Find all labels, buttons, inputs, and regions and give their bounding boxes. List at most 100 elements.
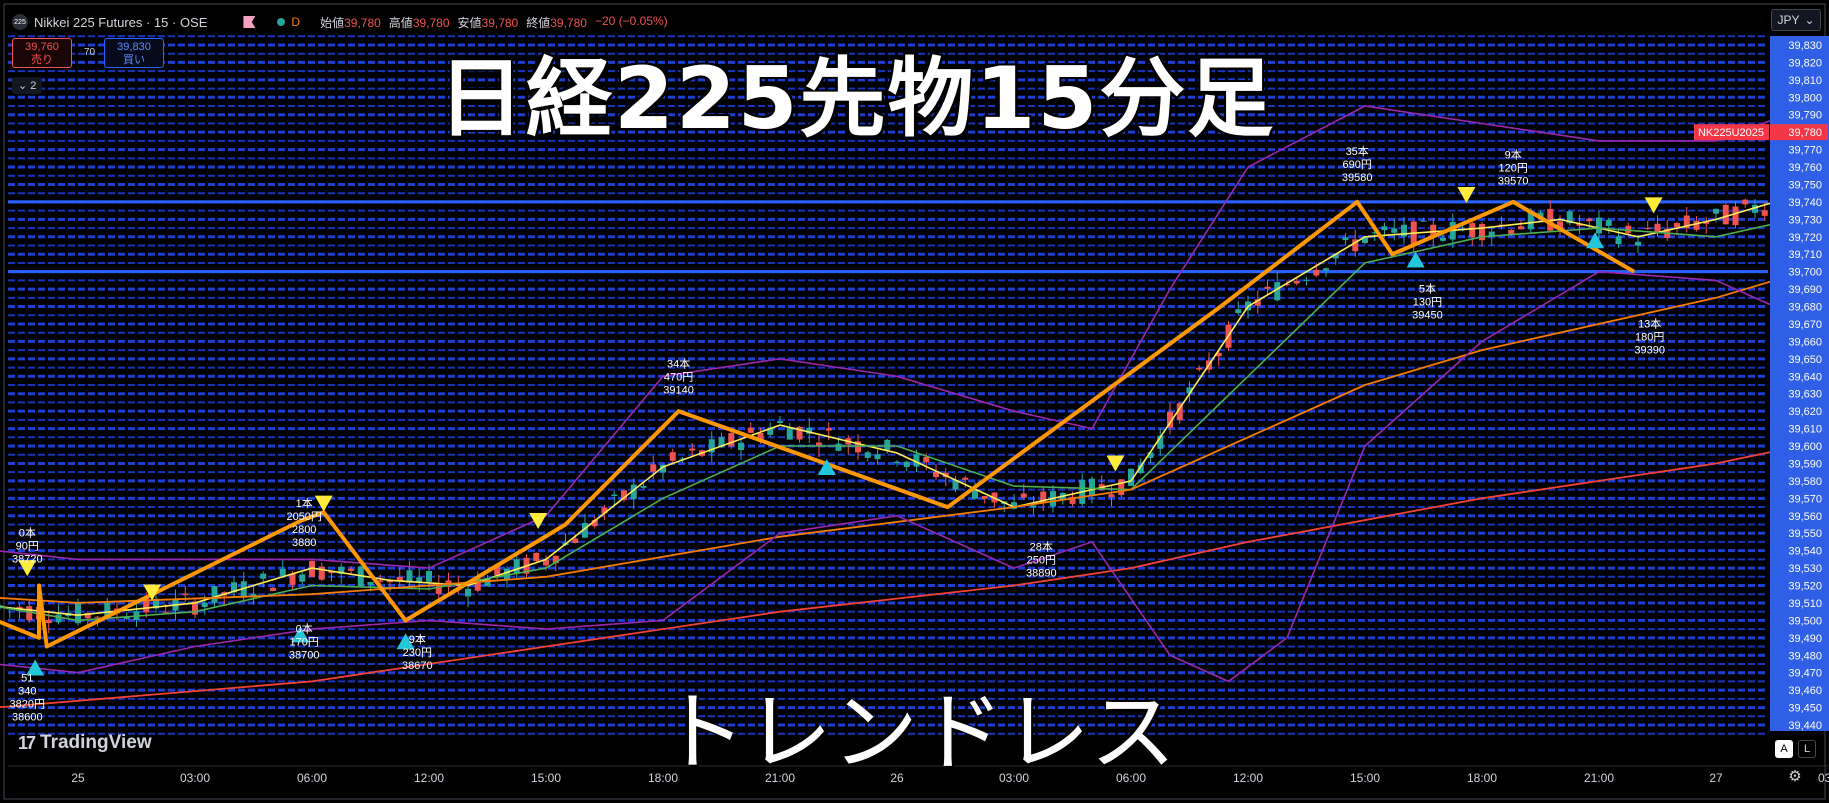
zigzag-annotation: 13本 [1638,316,1661,330]
candle-body [1108,494,1115,498]
signal-down-icon [143,584,162,601]
candle-body [211,585,218,603]
price-tick-label: 39,470 [1788,668,1822,680]
series-line-bb [0,97,1829,569]
time-tick-label: 12:00 [1233,771,1263,785]
signal-down-icon [314,495,333,512]
zigzag-annotation: 0本 [19,526,36,540]
candle-body [270,587,276,591]
price-tick-label: 39,760 [1788,162,1822,174]
candle-body [591,519,598,527]
candle-body [1313,269,1320,276]
price-tick-label: 39,810 [1788,75,1822,87]
log-scale-button[interactable]: L [1798,740,1816,758]
sell-button[interactable]: 39,760 売り [12,38,72,68]
candle-body [1381,226,1388,231]
price-tick-label: 39,830 [1788,40,1822,52]
layers-toggle[interactable]: ⌄ 2 [12,77,43,94]
candle-body [1654,223,1661,233]
zigzag-annotation: 3880 [292,537,316,549]
price-tick-label: 39,600 [1788,441,1822,453]
candle-body [884,439,891,450]
candle-body [1693,220,1700,230]
time-tick-label: 25 [71,771,85,785]
candle-body [1147,452,1154,458]
interval-badge: D [291,15,301,29]
spread-value: 70 [84,47,96,58]
time-tick-label: 26 [890,771,904,785]
candle-body [1586,218,1593,222]
candle-body [1430,224,1437,238]
candle-body [1420,220,1427,222]
ohlc-open-label: 始値 [320,15,345,30]
candle-body [416,577,423,583]
candle-body [465,588,471,597]
ohlc-open-value: 39,780 [344,15,381,30]
candle-body [962,477,969,480]
signal-down-icon [1457,186,1476,203]
candle-body [796,426,803,440]
candle-body [474,578,481,591]
candle-body [777,421,783,423]
series-line-green [0,210,1829,622]
ohlc-high-value: 39,780 [412,15,450,30]
price-tick-label: 39,440 [1788,720,1822,732]
candle-body [1722,204,1729,225]
candle-body [1215,352,1222,357]
buy-label: 買い [123,54,145,66]
candle-body [1089,478,1095,496]
currency-select[interactable]: JPY ⌄ [1771,9,1821,31]
candle-body [1625,225,1632,233]
candle-body [1527,211,1534,230]
price-tick-label: 39,480 [1788,650,1822,662]
candle-body [864,452,871,458]
candle-body [1254,299,1261,306]
tradingview-logo-icon: 17 [18,732,36,753]
candle-body [728,433,735,447]
flag-icon[interactable] [243,16,256,28]
tradingview-logo[interactable]: 17 TradingView [18,732,152,754]
candle-body [660,464,666,473]
candle-body [309,560,315,577]
candle-body [767,428,774,435]
zigzag-annotation: 340 [18,685,36,697]
zigzag-annotation: 470円 [664,372,693,384]
price-tick-label: 39,610 [1788,424,1822,436]
candle-body [1703,221,1710,224]
signal-down-icon [1106,455,1125,472]
auto-scale-button[interactable]: A [1775,740,1793,758]
candle-body [1537,212,1544,218]
time-tick-label: 15:00 [531,771,561,785]
candle-body [143,596,150,613]
candle-body [1469,223,1476,238]
candle-body [874,454,881,460]
symbol-header: 225 Nikkei 225 Futures · 15 · OSE D 始値39… [12,12,668,32]
candle-body [1635,241,1641,246]
zigzag-annotation: 39140 [663,385,694,397]
time-tick-label: 18:00 [1467,771,1497,785]
zigzag-annotation: 170円 [290,637,319,649]
price-tick-label: 39,500 [1788,615,1822,627]
candle-body [348,568,354,571]
buy-button[interactable]: 39,830 買い [104,38,164,68]
ohlc-close-value: 39,780 [550,15,587,30]
symbol-title[interactable]: Nikkei 225 Futures · 15 · OSE [34,14,208,30]
candle-body [1752,204,1758,213]
ohlc-low-value: 39,780 [481,15,519,30]
candle-body [240,581,247,598]
time-tick-label: 12:00 [414,771,444,785]
candle-body [1176,403,1183,421]
time-tick-label: 18:00 [648,771,678,785]
candle-body [738,442,744,451]
candle-body [1011,502,1017,509]
candle-body [1167,411,1173,428]
candle-body [75,603,81,624]
overlay-footer: トレンドレス [660,683,1176,783]
candle-body [426,570,432,582]
candle-body [572,538,579,544]
candle-body [894,461,900,464]
gear-icon[interactable]: ⚙ [1788,768,1802,785]
candle-body [153,598,159,609]
candle-body [396,576,403,581]
